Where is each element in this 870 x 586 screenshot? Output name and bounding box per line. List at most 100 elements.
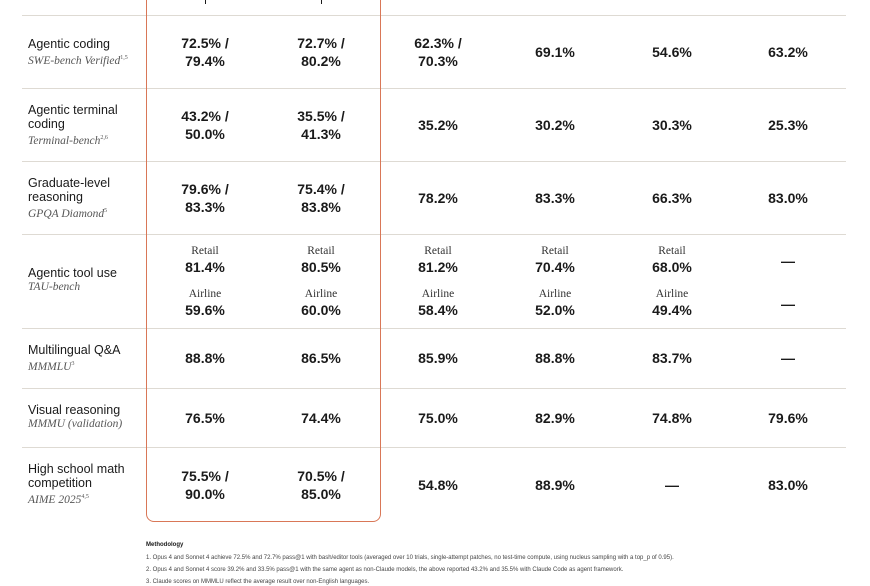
score-cell: 72.5% /79.4% bbox=[147, 34, 263, 70]
score-value: 69.1% bbox=[535, 43, 575, 60]
score-sublabel: Airline bbox=[538, 288, 572, 300]
score-value: 50.0% bbox=[185, 125, 225, 142]
score-value: 88.8% bbox=[185, 350, 225, 366]
score-value: 74.4% bbox=[301, 409, 341, 426]
benchmark-source-text: MMMLU bbox=[28, 360, 72, 373]
score-cell-retail: Retail 70.4% bbox=[497, 244, 613, 276]
score-cell: 54.6% bbox=[614, 43, 730, 61]
row-label: Graduate-level reasoning GPQA Diamond5 bbox=[28, 176, 143, 221]
score-value: — bbox=[781, 253, 795, 269]
row-label: High school math competition AIME 20254,5 bbox=[28, 462, 143, 507]
score-cell: 25.3% bbox=[730, 116, 846, 134]
score-value: 70.3% bbox=[418, 52, 458, 69]
score-value: 79.6% / bbox=[181, 180, 229, 197]
footnote-1: 1. Opus 4 and Sonnet 4 achieve 72.5% and… bbox=[146, 555, 674, 561]
score-value: 41.3% bbox=[301, 125, 341, 142]
score-sublabel: Retail bbox=[191, 245, 219, 257]
score-value: 76.5% bbox=[185, 409, 225, 426]
score-value: 83.0% bbox=[768, 189, 808, 206]
score-cell: 35.2% bbox=[380, 116, 496, 134]
benchmark-name: Multilingual Q&A bbox=[28, 343, 121, 357]
score-value: 54.8% bbox=[418, 476, 458, 493]
score-cell: 43.2% /50.0% bbox=[147, 107, 263, 143]
score-value: 68.0% bbox=[652, 259, 692, 275]
score-cell: 86.5% bbox=[263, 349, 379, 367]
score-sublabel: Retail bbox=[658, 245, 686, 257]
benchmark-source: MMMU (validation) bbox=[28, 417, 143, 431]
score-cell: — bbox=[614, 476, 730, 494]
score-value: 90.0% bbox=[185, 485, 225, 502]
score-value: 79.6% bbox=[768, 409, 808, 426]
score-sublabel: Airline bbox=[304, 288, 338, 300]
score-value: 75.0% bbox=[418, 409, 458, 426]
row-label: Visual reasoning MMMU (validation) bbox=[28, 403, 143, 431]
score-cell-retail: Retail 80.5% bbox=[263, 244, 379, 276]
benchmark-name: Agentic tool use bbox=[28, 266, 117, 280]
score-cell: 78.2% bbox=[380, 189, 496, 207]
row-label: Multilingual Q&A MMMLU3 bbox=[28, 343, 143, 374]
score-cell: 88.8% bbox=[497, 349, 613, 367]
score-sublabel: Retail bbox=[307, 245, 335, 257]
score-value: 75.4% / bbox=[297, 180, 345, 197]
footnote-ref: 1,5 bbox=[120, 55, 128, 61]
score-cell: 83.3% bbox=[497, 189, 613, 207]
benchmark-source-text: Terminal-bench bbox=[28, 134, 101, 147]
score-sublabel: Airline bbox=[421, 288, 455, 300]
score-value: 60.0% bbox=[301, 302, 341, 318]
score-value: 74.8% bbox=[652, 409, 692, 426]
row-divider bbox=[22, 388, 846, 389]
benchmark-name: Agentic coding bbox=[28, 37, 111, 51]
score-cell-airline: Airline 52.0% bbox=[497, 287, 613, 319]
score-value: 85.0% bbox=[301, 485, 341, 502]
score-value: 80.2% bbox=[301, 52, 341, 69]
footnote-ref: 4,5 bbox=[81, 494, 89, 500]
score-cell: 72.7% /80.2% bbox=[263, 34, 379, 70]
benchmark-source: TAU-bench bbox=[28, 280, 143, 294]
benchmark-name: Visual reasoning bbox=[28, 403, 121, 417]
score-cell: 88.9% bbox=[497, 476, 613, 494]
score-cell: 76.5% bbox=[147, 409, 263, 427]
benchmark-source: Terminal-bench2,6 bbox=[28, 131, 143, 148]
row-divider bbox=[22, 15, 846, 16]
score-value: 35.5% / bbox=[297, 107, 345, 124]
highlight-frame-claude-4-models bbox=[146, 0, 381, 522]
score-value: 81.2% bbox=[418, 259, 458, 275]
row-label: Agentic tool use TAU-bench bbox=[28, 266, 143, 294]
score-cell-airline: — bbox=[730, 295, 846, 313]
benchmark-name: High school math competition bbox=[28, 462, 125, 490]
score-value: 70.5% / bbox=[297, 467, 345, 484]
score-cell-retail: — bbox=[730, 252, 846, 270]
score-value: 75.5% / bbox=[181, 467, 229, 484]
benchmark-source-text: GPQA Diamond bbox=[28, 207, 105, 220]
score-cell: 82.9% bbox=[497, 409, 613, 427]
score-cell: 63.2% bbox=[730, 43, 846, 61]
row-label: Agentic coding SWE-bench Verified1,5 bbox=[28, 37, 143, 68]
score-value: 30.2% bbox=[535, 116, 575, 133]
score-value: — bbox=[665, 476, 679, 493]
score-cell: 70.5% /85.0% bbox=[263, 467, 379, 503]
benchmark-source: AIME 20254,5 bbox=[28, 490, 143, 507]
score-value: 30.3% bbox=[652, 116, 692, 133]
row-divider bbox=[22, 161, 846, 162]
row-label: Agentic terminal coding Terminal-bench2,6 bbox=[28, 103, 143, 148]
score-sublabel: Retail bbox=[424, 245, 452, 257]
score-value: 35.2% bbox=[418, 116, 458, 133]
benchmark-source: SWE-bench Verified1,5 bbox=[28, 51, 143, 68]
score-cell: 83.7% bbox=[614, 349, 730, 367]
score-value: 62.3% / bbox=[414, 34, 462, 51]
score-value: 83.8% bbox=[301, 198, 341, 215]
benchmark-name: Graduate-level reasoning bbox=[28, 176, 110, 204]
benchmark-name: Agentic terminal coding bbox=[28, 103, 118, 131]
score-value: 43.2% / bbox=[181, 107, 229, 124]
score-value: 83.3% bbox=[185, 198, 225, 215]
row-divider bbox=[22, 234, 846, 235]
score-cell: 79.6% bbox=[730, 409, 846, 427]
row-divider bbox=[22, 88, 846, 89]
benchmark-source-text: TAU-bench bbox=[28, 281, 81, 293]
footnote-3: 3. Claude scores on MMMLU reflect the av… bbox=[146, 579, 370, 585]
score-sublabel: Retail bbox=[541, 245, 569, 257]
score-value: 85.9% bbox=[418, 350, 458, 366]
score-value: 78.2% bbox=[418, 189, 458, 206]
score-cell: 79.6% /83.3% bbox=[147, 180, 263, 216]
footnote-ref: 2,6 bbox=[100, 135, 108, 141]
